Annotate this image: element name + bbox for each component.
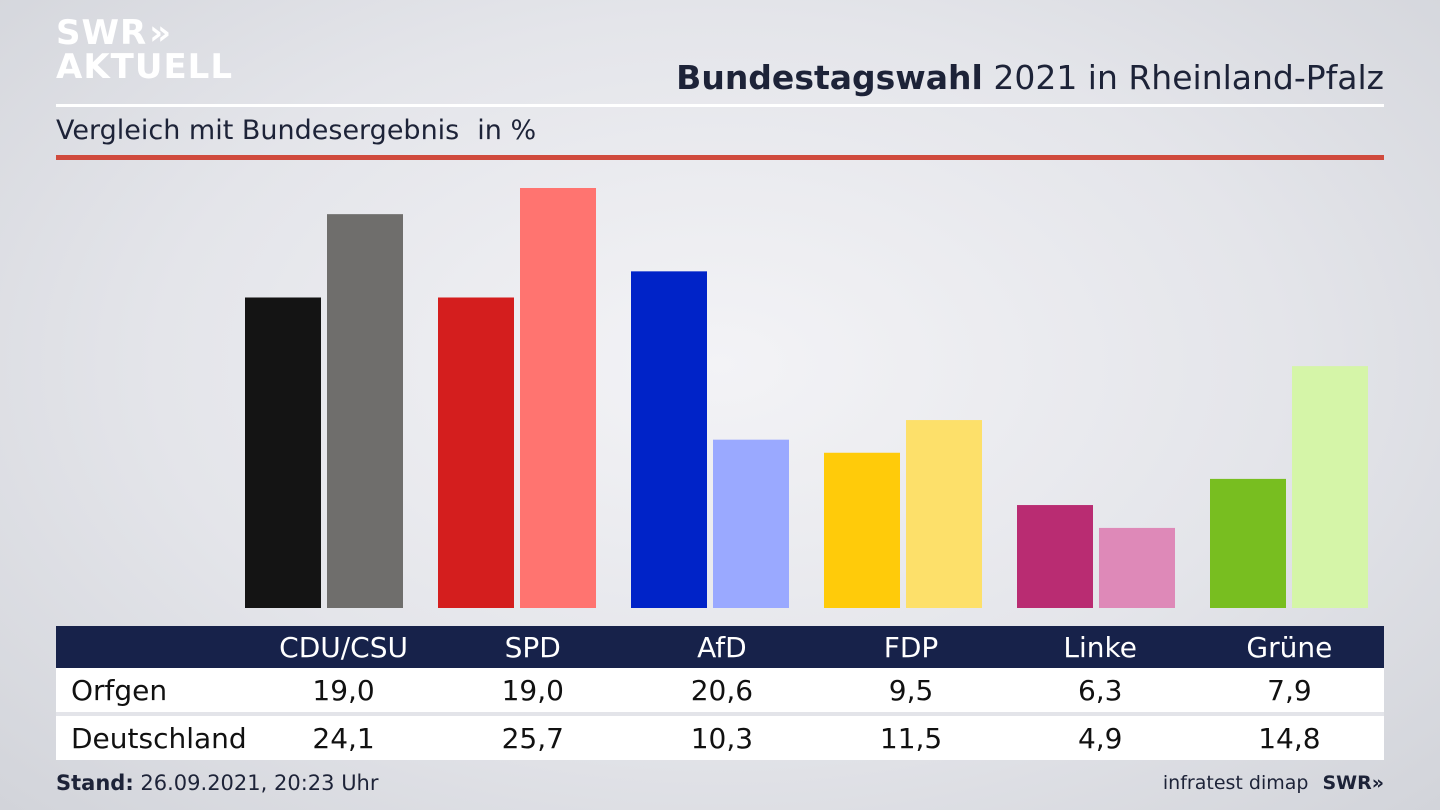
row-label: Deutschland: [56, 714, 249, 760]
stand-label: Stand:: [56, 771, 134, 795]
table-cell: 7,9: [1194, 668, 1384, 716]
subtitle-line: Vergleich mit Bundesergebnis in %: [56, 115, 536, 146]
bar-orfgen-cdu-csu: [245, 297, 321, 608]
page-title: Bundestagswahl 2021 in Rheinland-Pfalz: [676, 58, 1384, 97]
bar-chart: [245, 188, 1368, 608]
bar-deutschland-cdu-csu: [327, 214, 403, 608]
unit-label: in %: [477, 115, 537, 146]
table-cell: 19,0: [249, 668, 439, 716]
source-label: infratest dimap: [1162, 772, 1309, 794]
swr-aktuell-logo: SWR» AKTUELL: [56, 16, 233, 84]
table-cell: 19,0: [438, 668, 628, 716]
table-cell: 6,3: [1005, 668, 1195, 716]
table-header-cell: FDP: [816, 626, 1006, 668]
stand-value: 26.09.2021, 20:23 Uhr: [140, 771, 379, 795]
title-bold: Bundestagswahl: [676, 58, 983, 97]
subtitle: Vergleich mit Bundesergebnis: [56, 115, 460, 146]
bar-deutschland-grüne: [1292, 366, 1368, 608]
table-header-corner: [56, 626, 249, 668]
table-header-cell: AfD: [627, 626, 817, 668]
title-divider: [56, 104, 1384, 107]
bar-orfgen-afd: [631, 271, 707, 608]
bar-deutschland-afd: [713, 439, 789, 608]
subtitle-divider: [56, 155, 1384, 160]
table-header-cell: CDU/CSU: [249, 626, 439, 668]
logo-line1: SWR: [56, 13, 148, 53]
table-header-cell: Linke: [1005, 626, 1195, 668]
row-label: Orfgen: [56, 668, 249, 716]
swr-footer-logo: SWR»: [1322, 772, 1384, 794]
table-cell: 11,5: [816, 714, 1006, 760]
table-row: Orfgen 19,0 19,0 20,6 9,5 6,3 7,9: [56, 668, 1384, 716]
table-header-cell: Grüne: [1194, 626, 1384, 668]
table-header-cell: SPD: [438, 626, 628, 668]
table-cell: 9,5: [816, 668, 1006, 716]
table-cell: 24,1: [249, 714, 439, 760]
bar-deutschland-spd: [520, 188, 596, 608]
table-cell: 10,3: [627, 714, 817, 760]
timestamp: Stand: 26.09.2021, 20:23 Uhr: [56, 771, 379, 795]
logo-line2: AKTUELL: [56, 47, 234, 87]
bar-orfgen-grüne: [1210, 478, 1286, 608]
bar-orfgen-spd: [438, 297, 514, 608]
bar-orfgen-linke: [1017, 505, 1093, 608]
table-cell: 20,6: [627, 668, 817, 716]
results-table: CDU/CSU SPD AfD FDP Linke Grüne Orfgen 1…: [56, 626, 1384, 760]
bar-orfgen-fdp: [824, 452, 900, 608]
table-cell: 14,8: [1194, 714, 1384, 760]
table-header-row: CDU/CSU SPD AfD FDP Linke Grüne: [56, 626, 1384, 668]
table-row: Deutschland 24,1 25,7 10,3 11,5 4,9 14,8: [56, 714, 1384, 760]
bar-deutschland-fdp: [906, 420, 982, 608]
bar-deutschland-linke: [1099, 527, 1175, 608]
source-credit: infratest dimap SWR»: [1163, 772, 1384, 794]
table-cell: 4,9: [1005, 714, 1195, 760]
title-rest: 2021 in Rheinland-Pfalz: [993, 58, 1384, 97]
table-cell: 25,7: [438, 714, 628, 760]
